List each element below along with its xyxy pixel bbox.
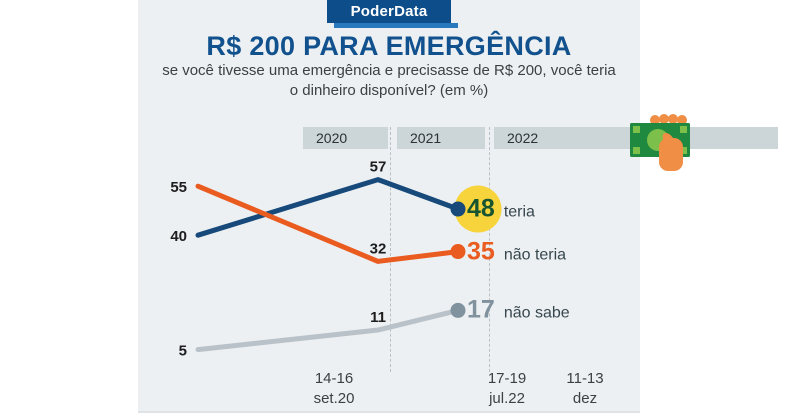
end-value-teria: 48 [467,194,495,223]
x-tick-3-month: dez [572,390,598,407]
chart-title: R$ 200 PARA EMERGÊNCIA [206,31,572,61]
x-axis-tick-3: 11-13 dez [566,369,603,409]
hand-holding-money-icon [630,114,690,171]
year-band-2021: 2021 [397,127,485,149]
x-tick-2-month: jul.22 [489,390,525,407]
end-value-nao-sabe: 17 [467,295,495,324]
year-separator-2020-2021 [390,127,391,372]
year-band-2020: 2020 [303,127,388,149]
x-tick-3-dates: 11-13 [566,370,604,387]
x-axis-tick-2: 17-19 jul.22 [488,369,526,409]
x-axis-tick-1: 14-16 set.20 [314,369,355,409]
x-tick-2-dates: 17-19 [487,370,527,387]
x-tick-1-dates: 14-16 [314,370,354,387]
year-separator-2021-2022 [489,127,490,372]
end-label-nao-teria: 35 não teria [467,237,566,266]
subtitle-line-1: se você tivesse uma emergência e precisa… [162,62,616,79]
series-name-nao-teria: não teria [503,246,567,264]
badge-accent-bar [334,23,458,28]
x-tick-1-month: set.20 [313,390,355,407]
end-label-nao-sabe: 17 não sabe [467,296,570,325]
chart-card: PoderData R$ 200 PARA EMERGÊNCIA se você… [138,0,778,413]
end-label-teria: 48 teria [467,195,535,224]
poderdata-badge: PoderData [327,0,451,23]
subtitle-line-2: o dinheiro disponível? (em %) [289,82,489,99]
chart-subtitle: se você tivesse uma emergência e precisa… [138,61,640,101]
series-name-teria: teria [503,203,535,221]
end-value-nao-teria: 35 [467,237,495,266]
series-name-nao-sabe: não sabe [503,304,570,322]
